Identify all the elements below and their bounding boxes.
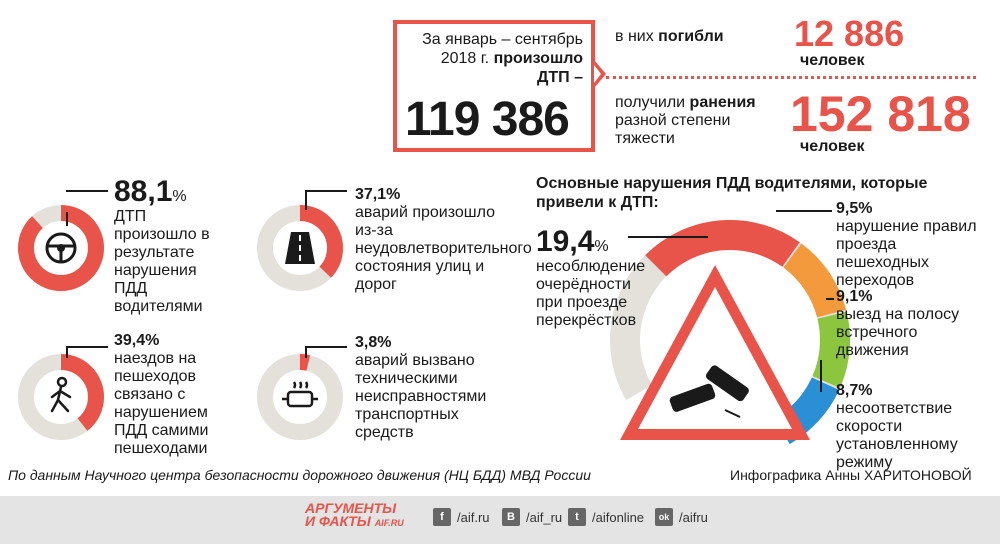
leader-line <box>305 190 307 210</box>
period-text: За январь – сентябрь 2018 г. произошло Д… <box>413 30 583 87</box>
killed-prefix: в них <box>615 28 654 45</box>
killed-unit: человек <box>800 52 865 69</box>
violation-3-percent: 8,7% <box>836 382 873 399</box>
logo-site: AIF.RU <box>374 518 404 528</box>
social-ok[interactable]: ok /aifru <box>655 508 708 526</box>
leader-line <box>305 190 347 192</box>
credit-text: Инфографика Анны ХАРИТОНОВОЙ <box>730 467 972 483</box>
car-crash-icon <box>669 365 749 418</box>
odnoklassniki-icon: ok <box>655 508 673 526</box>
violation-3: 8,7% несоответствие скорости установленн… <box>836 382 986 472</box>
injured-rest: разной степени тяжести <box>615 112 731 147</box>
leader-line <box>820 360 822 392</box>
logo-line2: И ФАКТЫ <box>305 513 371 529</box>
social-vk-handle: /aif_ru <box>526 509 563 525</box>
violation-0-unit: % <box>594 238 609 255</box>
killed-value: 12 886 <box>794 13 905 54</box>
steering-wheel-icon <box>45 232 77 264</box>
ring-drivers <box>18 205 104 291</box>
dtp-label: ДТП – <box>536 69 583 86</box>
violation-2: 9,1% выезд на полосу встречного движения <box>836 288 986 360</box>
injured-label: получили ранения разной степени тяжести <box>615 94 785 148</box>
killed-label: в них погибли <box>615 28 724 46</box>
happened-label: произошло <box>493 50 583 67</box>
violation-3-text: несоответствие скорости установленному р… <box>836 400 958 471</box>
leader-line <box>66 346 68 358</box>
footer-bar: АРГУМЕНТЫ И ФАКТЫ AIF.RU f /aif.ru B /ai… <box>0 496 1000 544</box>
violation-0-percent: 19,4 <box>536 225 595 258</box>
leader-line <box>66 190 108 192</box>
warning-triangle-icon <box>620 265 810 440</box>
dotted-divider <box>606 76 976 79</box>
period-label: За январь – сентябрь 2018 г. <box>422 31 583 67</box>
leader-line <box>826 298 834 300</box>
violation-1: 9,5% нарушение правил проезда пешеходных… <box>836 200 986 290</box>
social-ok-handle: /aifru <box>679 509 708 525</box>
ring-pedestrians <box>18 354 104 440</box>
violation-2-text: выезд на полосу встречного движения <box>836 306 960 359</box>
leader-line <box>628 236 708 238</box>
leader-line <box>66 346 108 348</box>
injured-value: 152 818 <box>790 86 971 142</box>
injured-word: ранения <box>689 94 756 111</box>
total-accidents-value: 119 386 <box>405 93 570 146</box>
box-pointer <box>594 60 606 88</box>
leader-line <box>305 346 347 348</box>
ring-drivers-unit: % <box>172 188 187 205</box>
injured-prefix: получили <box>615 94 686 111</box>
social-facebook[interactable]: f /aif.ru <box>433 508 490 526</box>
ring-drivers-text: ДТП произошло в результате нарушения ПДД… <box>114 208 210 315</box>
social-twitter-handle: /aifonline <box>592 509 645 525</box>
aif-logo[interactable]: АРГУМЕНТЫ И ФАКТЫ AIF.RU <box>305 500 404 530</box>
ring-pedestrians-percent: 39,4% <box>114 332 160 349</box>
ring-roads-text: аварий произошло из-за неудовлетворитель… <box>355 204 532 293</box>
leader-line <box>776 210 832 212</box>
social-twitter[interactable]: t /aifonline <box>568 508 644 526</box>
leader-line <box>305 346 307 358</box>
logo-line1: АРГУМЕНТЫ <box>305 500 397 516</box>
facebook-icon: f <box>433 508 451 526</box>
social-vk[interactable]: B /aif_ru <box>502 508 562 526</box>
killed-word: погибли <box>658 28 724 45</box>
engine-icon <box>282 381 318 408</box>
violation-2-percent: 9,1% <box>836 288 873 305</box>
ring-technical-text: аварий вызвано техническими неисправност… <box>355 352 487 441</box>
twitter-icon: t <box>568 508 586 526</box>
violation-0: 19,4% несоблюдение очерёдности при проез… <box>536 226 656 330</box>
leader-line <box>66 212 68 226</box>
gauge-segment-1 <box>783 243 847 318</box>
total-accidents-box: За январь – сентябрь 2018 г. произошло Д… <box>393 20 595 152</box>
pedestrian-icon <box>50 376 72 413</box>
social-facebook-handle: /aif.ru <box>457 509 490 525</box>
violation-1-text: нарушение правил проезда пешеходных пере… <box>836 218 977 289</box>
road-icon <box>285 232 315 264</box>
ring-technical <box>257 354 343 440</box>
violations-gauge <box>610 220 850 445</box>
violations-title: Основные нарушения ПДД водителями, котор… <box>536 175 928 211</box>
gauge-segment-2 <box>812 311 850 389</box>
vk-icon: B <box>502 508 520 526</box>
ring-pedestrians-text: наездов на пешеходов связано с нарушение… <box>114 350 209 457</box>
violation-1-percent: 9,5% <box>836 200 873 217</box>
violation-0-text: несоблюдение очерёдности при проезде пер… <box>536 258 646 329</box>
ring-roads <box>257 205 343 291</box>
injured-unit: человек <box>800 138 865 155</box>
ring-roads-percent: 37,1% <box>355 186 401 203</box>
source-text: По данным Научного центра безопасности д… <box>8 467 591 483</box>
gauge-segment-0 <box>645 220 800 277</box>
ring-technical-percent: 3,8% <box>355 334 392 351</box>
ring-drivers-percent: 88,1 <box>114 175 173 208</box>
